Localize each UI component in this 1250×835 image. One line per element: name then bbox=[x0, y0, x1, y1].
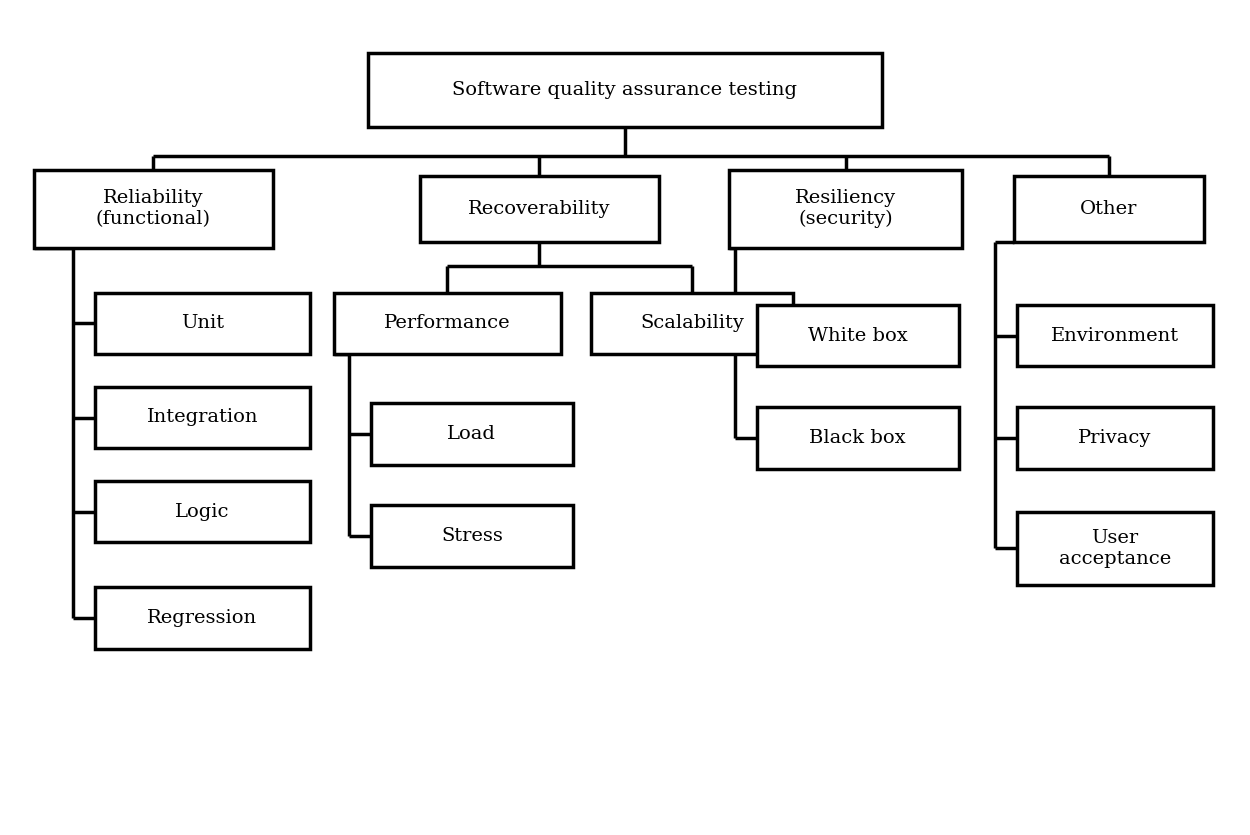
FancyBboxPatch shape bbox=[1017, 305, 1212, 367]
FancyBboxPatch shape bbox=[1017, 407, 1212, 468]
FancyBboxPatch shape bbox=[371, 505, 572, 567]
FancyBboxPatch shape bbox=[420, 176, 659, 241]
FancyBboxPatch shape bbox=[368, 53, 882, 127]
Text: Reliability
(functional): Reliability (functional) bbox=[96, 190, 211, 228]
Text: Regression: Regression bbox=[148, 609, 258, 627]
FancyBboxPatch shape bbox=[1017, 512, 1212, 585]
Text: User
acceptance: User acceptance bbox=[1059, 529, 1171, 568]
Text: Stress: Stress bbox=[441, 527, 503, 545]
FancyBboxPatch shape bbox=[756, 305, 959, 367]
Text: Software quality assurance testing: Software quality assurance testing bbox=[452, 81, 798, 99]
Text: Unit: Unit bbox=[181, 315, 224, 332]
FancyBboxPatch shape bbox=[591, 293, 794, 354]
Text: Integration: Integration bbox=[146, 408, 259, 427]
FancyBboxPatch shape bbox=[729, 170, 962, 248]
FancyBboxPatch shape bbox=[95, 481, 310, 542]
Text: Resiliency
(security): Resiliency (security) bbox=[795, 190, 896, 229]
Text: Performance: Performance bbox=[384, 315, 511, 332]
FancyBboxPatch shape bbox=[334, 293, 561, 354]
Text: Load: Load bbox=[448, 425, 496, 443]
FancyBboxPatch shape bbox=[371, 403, 572, 464]
Text: Privacy: Privacy bbox=[1079, 429, 1151, 447]
FancyBboxPatch shape bbox=[34, 170, 272, 248]
FancyBboxPatch shape bbox=[1014, 176, 1204, 241]
FancyBboxPatch shape bbox=[95, 293, 310, 354]
Text: Black box: Black box bbox=[810, 429, 906, 447]
Text: Logic: Logic bbox=[175, 503, 230, 520]
FancyBboxPatch shape bbox=[95, 587, 310, 649]
FancyBboxPatch shape bbox=[95, 387, 310, 448]
Text: White box: White box bbox=[808, 326, 908, 345]
Text: Other: Other bbox=[1080, 200, 1138, 218]
FancyBboxPatch shape bbox=[756, 407, 959, 468]
Text: Scalability: Scalability bbox=[640, 315, 744, 332]
Text: Environment: Environment bbox=[1051, 326, 1179, 345]
Text: Recoverability: Recoverability bbox=[468, 200, 610, 218]
